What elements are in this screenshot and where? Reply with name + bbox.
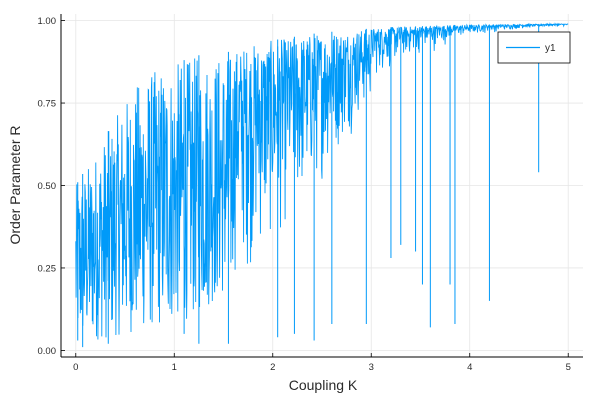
axes xyxy=(60,14,583,358)
y-tick-label: 0.25 xyxy=(38,263,57,274)
legend-label: y1 xyxy=(545,43,556,54)
x-tick-label: 5 xyxy=(566,362,571,373)
y-tick-label: 1.00 xyxy=(38,16,57,27)
tick-labels: 0 1 2 3 4 5 0.00 0.25 0.50 0.75 1.00 xyxy=(38,16,571,373)
y-tick-label: 0.75 xyxy=(38,99,57,110)
series-y1-line xyxy=(75,22,569,340)
x-tick-label: 0 xyxy=(73,362,78,373)
x-axis-label: Coupling K xyxy=(289,377,358,393)
legend: y1 xyxy=(497,31,571,64)
x-tick-label: 4 xyxy=(467,362,472,373)
x-tick-label: 1 xyxy=(172,362,177,373)
series-y1 xyxy=(75,22,569,348)
grid-lines xyxy=(61,14,583,357)
y-tick-label: 0.50 xyxy=(38,181,57,192)
x-tick-label: 3 xyxy=(369,362,374,373)
x-tick-label: 2 xyxy=(270,362,275,373)
y-tick-label: 0.00 xyxy=(38,346,57,357)
y-axis-label: Order Parameter R xyxy=(7,125,23,244)
